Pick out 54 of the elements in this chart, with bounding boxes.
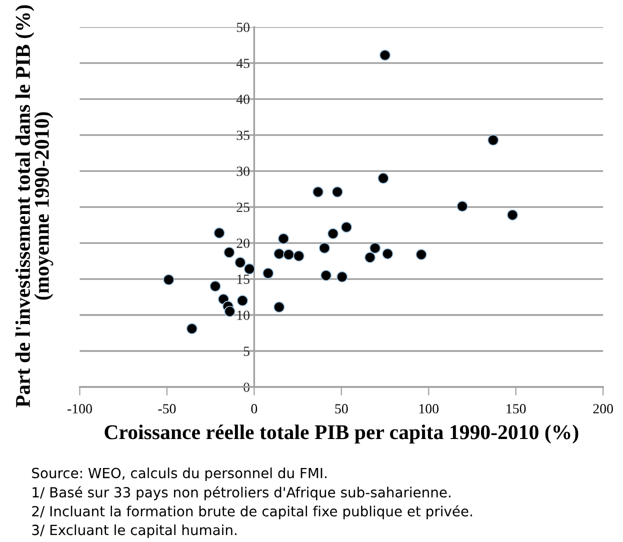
point (163, 274, 174, 286)
x-tick-label: 50 (335, 404, 348, 414)
text: 1/ Basé sur 33 pays non pétroliers d'Afrique sub-saharienne. (32, 486, 450, 500)
source-note: Source: WEO, calculs du personnel du FMI. (32, 468, 326, 481)
text: 2/ Incluant la formation brute de capital fixe publique et privée. (32, 505, 472, 520)
point (278, 233, 290, 244)
y-tick-label: 25 (236, 202, 250, 212)
point (340, 222, 352, 233)
y-tick-label: 35 (236, 130, 250, 140)
x-axis-title: Croissance réelle totale PIB per capita 1990-2010 (%) (104, 424, 578, 444)
point (312, 186, 324, 198)
x-tick-label: 100 (419, 404, 439, 414)
point (186, 323, 198, 334)
y-tick-label: 50 (236, 22, 250, 32)
point (224, 246, 235, 258)
x-tick-label: 150 (506, 404, 526, 414)
point (416, 248, 427, 260)
y-tick-label: 40 (236, 94, 250, 104)
point (244, 263, 256, 275)
point (236, 295, 248, 306)
point (274, 248, 285, 260)
point (332, 186, 343, 198)
text: 3/ Excluant le capital humain. (32, 524, 236, 538)
point (320, 270, 332, 281)
y-tick-label: 15 (237, 274, 250, 284)
point (214, 227, 225, 239)
point (336, 271, 348, 282)
point (210, 280, 221, 292)
y-tick-label: 5 (244, 346, 250, 356)
y-tick-label: 30 (236, 166, 250, 176)
x-tick-label: 200 (593, 404, 613, 414)
point (379, 50, 391, 61)
point (318, 242, 330, 254)
point (370, 242, 381, 254)
point (224, 306, 236, 317)
point (506, 209, 518, 221)
y-axis-title: Part de l'investissement total dans le PIB (%) (moyenne 1990-2010) (15, 5, 54, 408)
x-tick-label: -100 (68, 404, 92, 414)
point (293, 250, 304, 262)
point (283, 248, 294, 260)
point (382, 248, 394, 260)
y-tick-label: 20 (236, 238, 250, 248)
point (274, 302, 285, 313)
y-tick-label: 45 (236, 58, 250, 68)
y-tick-label: 10 (237, 310, 250, 320)
point (234, 256, 246, 268)
point (262, 268, 274, 279)
x-tick-label: -50 (158, 404, 176, 414)
point (488, 134, 499, 146)
point (456, 200, 468, 212)
point (378, 172, 389, 184)
point (327, 228, 339, 240)
x-tick-label: 0 (251, 404, 258, 414)
point (364, 252, 376, 263)
